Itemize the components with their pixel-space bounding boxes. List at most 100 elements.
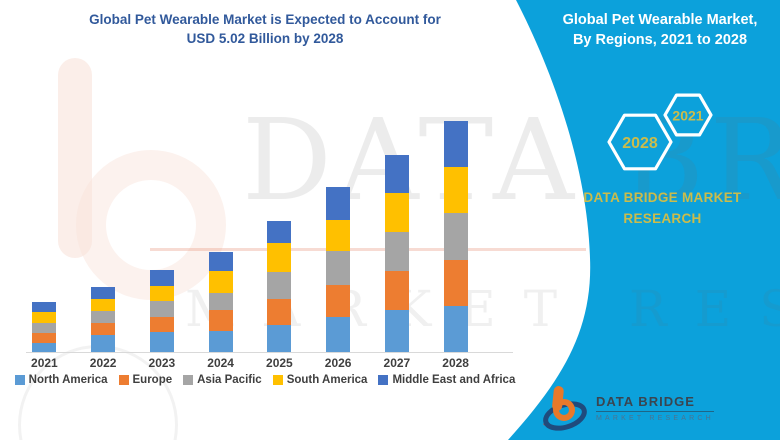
bar-segment-north-america bbox=[208, 331, 233, 352]
legend-swatch-asia-pacific bbox=[183, 375, 194, 385]
dbmr-logo-mark bbox=[543, 386, 587, 431]
bar-segment-south-america bbox=[384, 192, 409, 232]
stacked-bar-2021 bbox=[32, 301, 57, 352]
teal-panel-shape bbox=[508, 0, 780, 440]
bar-segment-asia-pacific bbox=[208, 292, 233, 311]
bar-segment-europe bbox=[32, 332, 57, 343]
legend-label-north-america: North America bbox=[28, 374, 108, 386]
bar-chart: 2021 2022 2023 2024 2025 2026 2027 2028 North A… bbox=[14, 0, 515, 440]
stacked-bar-2023 bbox=[149, 270, 174, 352]
bar-column-2022 bbox=[74, 287, 133, 352]
legend-item-north-america: North America bbox=[14, 374, 108, 386]
bar-segment-middle-east-and-africa bbox=[32, 301, 57, 312]
stacked-bar-2028 bbox=[443, 121, 468, 352]
legend-item-south-america: South America bbox=[272, 374, 368, 386]
x-axis-label-2023: 2023 bbox=[148, 356, 176, 370]
bar-segment-asia-pacific bbox=[267, 271, 292, 299]
bar-segment-middle-east-and-africa bbox=[267, 220, 292, 244]
legend-item-asia-pacific: Asia Pacific bbox=[183, 374, 262, 386]
x-axis-label-2028: 2028 bbox=[442, 356, 469, 370]
legend-label-europe: Europe bbox=[132, 374, 173, 386]
bar-segment-middle-east-and-africa bbox=[384, 154, 409, 193]
bar-segment-middle-east-and-africa bbox=[91, 287, 116, 299]
bar-segment-south-america bbox=[267, 243, 292, 272]
stacked-bar-2027 bbox=[384, 154, 409, 352]
bar-segment-middle-east-and-africa bbox=[443, 121, 468, 167]
bar-segment-middle-east-and-africa bbox=[326, 186, 351, 221]
chart-legend: North America Europe Asia Pacific South Ame… bbox=[14, 374, 515, 386]
bar-segment-middle-east-and-africa bbox=[149, 270, 174, 286]
bar-segment-north-america bbox=[91, 335, 116, 352]
bar-column-2028 bbox=[426, 121, 485, 352]
hexagon-2028 bbox=[607, 113, 673, 171]
bar-segment-europe bbox=[91, 323, 116, 336]
stacked-bar-2026 bbox=[326, 186, 351, 352]
stacked-bar-2022 bbox=[91, 287, 116, 352]
brand-heading-line1: DATA BRIDGE MARKET bbox=[583, 190, 742, 205]
bar-segment-south-america bbox=[208, 271, 233, 293]
bar-segment-asia-pacific bbox=[149, 300, 174, 318]
bar-segment-south-america bbox=[91, 298, 116, 311]
bar-segment-europe bbox=[443, 259, 468, 306]
legend-label-south-america: South America bbox=[286, 374, 368, 386]
brand-heading-line2: RESEARCH bbox=[623, 211, 702, 226]
x-axis-labels: 2021 2022 2023 2024 2025 2026 2027 2028 bbox=[15, 356, 485, 370]
chart-title-line1: Global Pet Wearable Market is Expected t… bbox=[89, 12, 441, 27]
bar-segment-north-america bbox=[267, 325, 292, 352]
bar-segment-north-america bbox=[384, 310, 409, 352]
x-axis-line bbox=[26, 352, 513, 353]
year-hexagons: 2028 2021 bbox=[607, 93, 713, 171]
bar-segment-south-america bbox=[443, 167, 468, 213]
hexagon-2021-year: 2021 bbox=[672, 108, 703, 124]
bar-segment-europe bbox=[208, 310, 233, 332]
bar-segment-europe bbox=[384, 271, 409, 311]
panel-title-line2: By Regions, 2021 to 2028 bbox=[572, 32, 748, 48]
legend-swatch-middle-east-and-africa bbox=[378, 375, 389, 385]
chart-title: Global Pet Wearable Market is Expected t… bbox=[45, 10, 485, 48]
bar-segment-asia-pacific bbox=[443, 213, 468, 260]
bar-column-2024 bbox=[191, 251, 250, 352]
stacked-bar-2024 bbox=[208, 251, 233, 352]
bar-segment-north-america bbox=[443, 306, 468, 352]
x-axis-label-2024: 2024 bbox=[207, 356, 234, 370]
hexagon-2028-year: 2028 bbox=[622, 135, 658, 152]
dbmr-logo: DATA BRIDGE MARKET RESEARCH bbox=[542, 383, 714, 433]
hexagon-2021 bbox=[663, 93, 713, 137]
x-axis-label-2022: 2022 bbox=[89, 356, 117, 370]
bar-segment-europe bbox=[149, 317, 174, 333]
bars-area bbox=[15, 0, 485, 352]
x-axis-label-2026: 2026 bbox=[324, 356, 352, 370]
bar-column-2026 bbox=[309, 186, 368, 352]
bar-segment-north-america bbox=[149, 332, 174, 352]
logo-subtitle: MARKET RESEARCH bbox=[596, 415, 714, 422]
bar-segment-europe bbox=[326, 285, 351, 317]
bar-segment-asia-pacific bbox=[384, 231, 409, 272]
bar-segment-asia-pacific bbox=[326, 250, 351, 286]
bar-segment-middle-east-and-africa bbox=[208, 251, 233, 272]
brand-heading: DATA BRIDGE MARKET RESEARCH bbox=[550, 187, 775, 229]
bar-segment-south-america bbox=[149, 285, 174, 301]
chart-title-line2: USD 5.02 Billion by 2028 bbox=[186, 31, 344, 46]
bar-column-2025 bbox=[250, 220, 309, 352]
legend-label-middle-east-and-africa: Middle East and Africa bbox=[392, 374, 516, 386]
legend-item-middle-east-and-africa: Middle East and Africa bbox=[378, 374, 515, 386]
panel-title: Global Pet Wearable Market, By Regions, … bbox=[545, 10, 775, 50]
legend-swatch-north-america bbox=[14, 375, 25, 385]
bar-segment-north-america bbox=[32, 342, 57, 352]
bar-segment-south-america bbox=[32, 311, 57, 323]
x-axis-label-2027: 2027 bbox=[383, 356, 411, 370]
stacked-bar-2025 bbox=[267, 220, 292, 352]
x-axis-label-2025: 2025 bbox=[266, 356, 293, 370]
bar-column-2021 bbox=[15, 301, 74, 352]
legend-item-europe: Europe bbox=[118, 374, 173, 386]
legend-swatch-europe bbox=[118, 375, 129, 385]
panel-title-line1: Global Pet Wearable Market, bbox=[562, 12, 758, 28]
bar-column-2023 bbox=[133, 270, 192, 352]
legend-swatch-south-america bbox=[272, 375, 283, 385]
x-axis-label-2021: 2021 bbox=[31, 356, 58, 370]
legend-label-asia-pacific: Asia Pacific bbox=[197, 374, 262, 386]
logo-b-bowl bbox=[553, 399, 575, 421]
logo-name: DATA BRIDGE bbox=[596, 394, 714, 412]
